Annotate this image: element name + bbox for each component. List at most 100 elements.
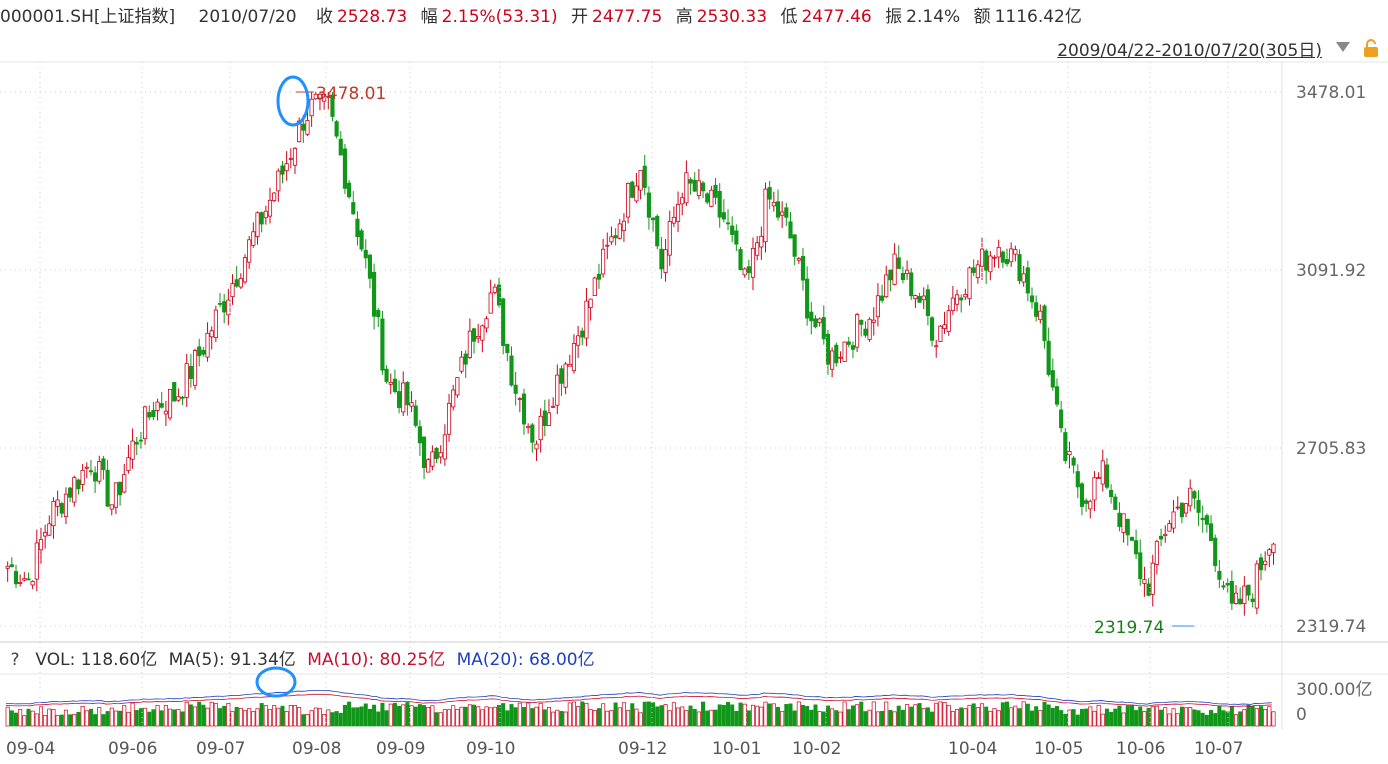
candle-body [1104,464,1110,488]
volume-bar [305,714,310,727]
candle-body [68,487,73,498]
candle-body [601,248,606,275]
volume-bar [442,709,447,727]
candle-body [1084,500,1089,504]
volume-bar [946,704,951,727]
volume-bar [750,704,756,727]
volume-bar [1038,710,1043,727]
volume-bar [821,711,826,727]
x-tick-label: 09-04 [6,739,55,759]
volume-bar [80,705,85,727]
candle-body [659,248,664,270]
volume-bar [630,703,635,727]
candle-body [1075,471,1080,488]
volume-bar [467,704,472,727]
volume-bar [1034,706,1039,727]
volume-bar [5,706,10,727]
candle-body [1004,259,1010,265]
quote-header: 000001.SH[上证指数] 2010/07/20 收 2528.73 幅 2.1… [0,0,1388,34]
candle-body [238,278,243,288]
candle-body [430,451,435,467]
candle-body [967,267,972,300]
volume-bar [775,707,781,727]
lock-icon[interactable] [1362,38,1380,58]
candle-body [1233,592,1239,604]
volume-bar [1258,706,1264,727]
candle-body [546,412,552,426]
candle-body [1175,506,1180,509]
volume-bar [646,701,651,727]
date-range-selector[interactable]: 2009/04/22-2010/07/20(305日) [1057,41,1322,61]
volume-bar [855,704,860,727]
candle-body [517,398,522,400]
volume-bar [259,703,264,727]
candle-body [1079,483,1085,507]
candle-body [217,302,223,305]
candle-body [825,333,831,365]
candle-body [247,239,252,263]
x-tick-label: 10-06 [1116,739,1165,759]
candle-body [934,345,939,348]
volume-bar [759,706,764,727]
volume-axis-bottom: 0 [1296,705,1307,725]
candle-body [655,215,660,247]
candle-body [871,319,876,323]
candle-body [626,183,631,218]
volume-bar [1263,709,1268,727]
candle-body [1229,580,1234,604]
help-icon[interactable]: ? [10,650,20,670]
amp-label: 振 [885,7,903,27]
volume-bar [1084,708,1089,727]
min-price-label: 2319.74 [1094,618,1164,638]
volume-bar [880,711,885,727]
volume-bar [1029,710,1035,727]
peak-highlight-circle [276,75,310,127]
candle-body [330,95,335,117]
candle-body [93,472,98,482]
volume-bar [1100,713,1105,727]
candle-body [9,564,14,568]
volume-bar [143,707,148,727]
candle-body [838,356,843,359]
volume-bar [1017,708,1022,727]
y-tick-label: 2705.83 [1296,439,1366,459]
candle-body [530,424,535,443]
candle-body [334,121,339,137]
volume-bar [530,708,535,727]
volume-bar [1209,710,1214,727]
candle-body [376,309,381,318]
candle-body [1221,585,1226,588]
volume-bar [938,701,943,727]
candle-body [267,199,273,217]
volume-bar [267,709,273,727]
candle-body [463,353,468,365]
volume-bar [555,709,560,727]
volume-bar [692,708,697,727]
dropdown-arrow-icon[interactable] [1336,42,1350,52]
x-tick-label: 10-07 [1194,739,1243,759]
volume-bar [122,705,127,727]
x-tick-label: 10-02 [792,739,841,759]
ma20-value: MA(20): 68.00亿 [456,650,595,670]
volume-bar [1142,711,1147,727]
volume-bar [1138,706,1143,727]
candle-body [630,181,635,198]
candle-body [55,499,60,507]
volume-bar [784,704,789,727]
candle-body [167,388,173,419]
candle-body [1217,571,1222,580]
candle-body [646,192,651,218]
ma5-value: MA(5): 91.34亿 [168,650,296,670]
volume-bar [463,706,468,727]
volume-bar [1104,708,1109,727]
candle-body [1034,302,1039,317]
candle-body [222,301,227,313]
volume-bar [838,711,843,727]
volume-bar [1000,702,1005,727]
candle-body [192,350,198,386]
volume-bar [805,706,810,727]
volume-bar [971,703,976,727]
candle-body [76,479,81,490]
candle-body [1134,540,1139,555]
